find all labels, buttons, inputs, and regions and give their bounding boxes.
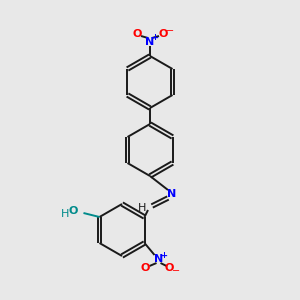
Text: −: − <box>166 26 174 36</box>
Text: O: O <box>132 29 142 39</box>
Text: −: − <box>172 266 181 276</box>
Text: N: N <box>146 37 154 47</box>
Text: H: H <box>61 209 70 219</box>
Text: O: O <box>158 29 168 39</box>
Text: N: N <box>167 189 177 199</box>
Text: N: N <box>154 254 163 264</box>
Text: H: H <box>138 203 146 213</box>
Text: O: O <box>69 206 78 216</box>
Text: +: + <box>152 34 158 43</box>
Text: O: O <box>165 263 174 273</box>
Text: O: O <box>141 263 150 273</box>
Text: +: + <box>160 250 167 260</box>
